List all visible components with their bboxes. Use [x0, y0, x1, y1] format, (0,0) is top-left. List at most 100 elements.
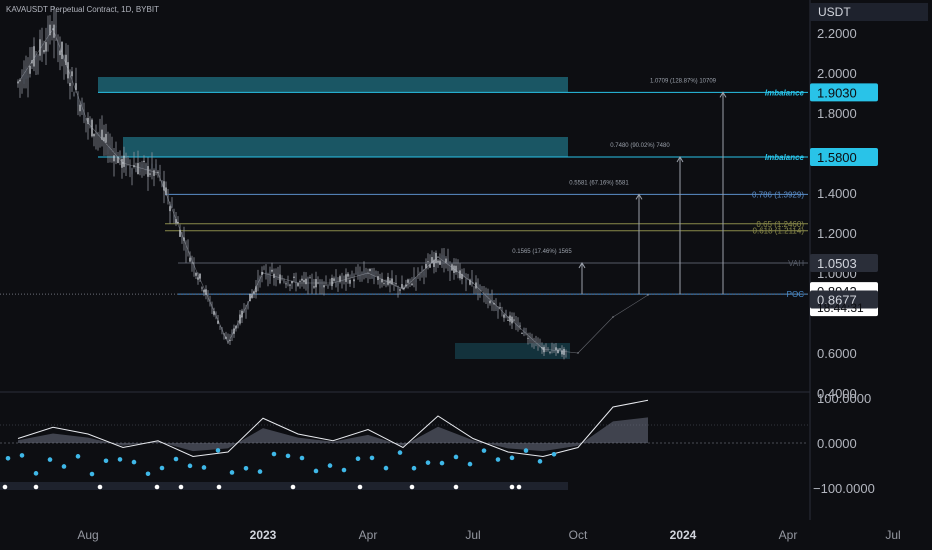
time-tick: Aug: [77, 528, 98, 542]
candle-body: [71, 71, 73, 77]
price-tick: 1.2000: [817, 226, 857, 241]
candle-body: [55, 25, 57, 28]
osc-area: [18, 417, 648, 452]
candle-body: [309, 277, 311, 279]
candle-body: [29, 65, 31, 74]
candle-body: [405, 284, 407, 287]
candle-body: [259, 276, 261, 285]
candle-body: [79, 104, 81, 112]
projection-arrowhead: [635, 193, 643, 200]
candle-body: [177, 222, 179, 224]
candle-body: [407, 279, 409, 283]
price-point: [17, 82, 19, 84]
candle-body: [57, 41, 59, 55]
candle-body: [99, 133, 101, 137]
osc-tick: 100.0000: [817, 391, 871, 406]
candle-body: [409, 278, 411, 282]
osc-signal-dot: [523, 448, 529, 453]
candle-body: [75, 83, 77, 90]
price-point: [262, 272, 264, 274]
symbol-title: KAVAUSDT Perpetual Contract, 1D, BYBIT: [6, 5, 159, 14]
osc-signal-dot: [145, 471, 151, 477]
candle-body: [155, 164, 157, 171]
projection-label: 0.1565 (17.46%) 1565: [512, 249, 572, 255]
currency-label: USDT: [818, 5, 851, 19]
price-point: [297, 282, 299, 284]
candle-body: [65, 54, 67, 65]
candle-body: [363, 269, 365, 276]
candle-body: [457, 268, 459, 269]
candle-body: [237, 324, 239, 327]
candle-body: [331, 277, 333, 287]
candle-body: [39, 39, 41, 56]
candle-body: [537, 342, 539, 349]
candle-body: [83, 109, 85, 122]
candle-body: [473, 286, 475, 288]
candle-body: [285, 283, 287, 285]
candle-body: [539, 343, 541, 346]
price-point: [612, 316, 614, 318]
osc-signal-dot: [159, 465, 165, 471]
candle-body: [25, 66, 27, 79]
candle-body: [123, 155, 125, 167]
candle-body: [389, 280, 391, 284]
projection-label: 1.0709 (128.87%) 10709: [650, 78, 717, 84]
price-badge-label: 0.8677: [817, 292, 857, 307]
candle-body: [169, 206, 171, 212]
price-badge-label: 1.9030: [817, 85, 857, 100]
candle-body: [197, 277, 199, 280]
osc-extreme-dot: [509, 484, 515, 490]
candle-body: [181, 233, 183, 241]
candle-body: [431, 257, 433, 263]
candle-body: [489, 300, 491, 304]
price-tick: 0.6000: [817, 346, 857, 361]
candle-body: [555, 347, 557, 351]
osc-signal-dot: [439, 460, 445, 466]
candle-body: [339, 276, 341, 282]
candle-body: [69, 82, 71, 87]
candle-body: [145, 164, 147, 172]
candle-body: [551, 346, 553, 349]
candle-body: [179, 229, 181, 237]
osc-signal-dot: [495, 457, 501, 462]
candle-body: [271, 269, 273, 272]
candle-body: [195, 272, 197, 276]
candle-body: [111, 150, 113, 152]
currency-button[interactable]: [810, 3, 928, 21]
candle-body: [241, 310, 243, 318]
candle-body: [513, 319, 515, 321]
candle-body: [313, 286, 315, 288]
level-label: 0.786 (1.3929): [752, 190, 804, 199]
candle-body: [77, 96, 79, 107]
price-badge-label: 1.5800: [817, 150, 857, 165]
candle-body: [387, 276, 389, 285]
price-point: [577, 352, 579, 354]
price-tick: 1.8000: [817, 106, 857, 121]
candle-body: [249, 293, 251, 302]
candle-body: [293, 276, 295, 278]
candle-body: [425, 264, 427, 269]
price-badge-label: 1.0503: [817, 256, 857, 271]
price-point: [87, 122, 89, 124]
candle-body: [335, 276, 337, 287]
price-tick: 2.0000: [817, 66, 857, 81]
price-point: [122, 162, 124, 164]
candle-body: [59, 50, 61, 56]
candle-body: [375, 271, 377, 274]
osc-signal-dot: [187, 463, 193, 469]
candle-body: [353, 279, 355, 282]
candle-body: [427, 261, 429, 263]
candle-body: [131, 168, 133, 175]
candle-body: [369, 268, 371, 272]
candle-body: [503, 314, 505, 318]
candle-body: [253, 291, 255, 294]
candle-body: [381, 278, 383, 283]
candle-body: [277, 273, 279, 275]
candle-body: [165, 187, 167, 195]
time-tick: Oct: [569, 528, 588, 542]
osc-signal-dot: [383, 465, 389, 471]
level-label: VAH: [788, 259, 804, 268]
candle-body: [255, 286, 257, 293]
candle-body: [37, 55, 39, 57]
